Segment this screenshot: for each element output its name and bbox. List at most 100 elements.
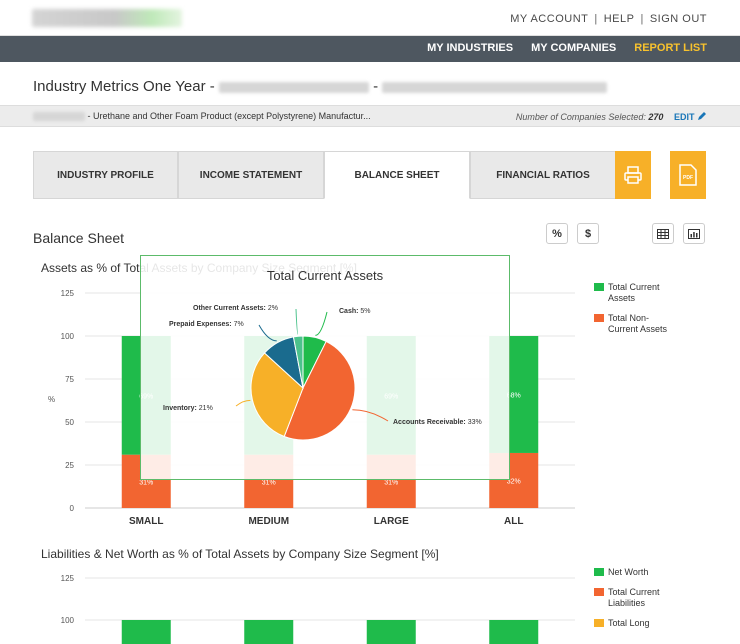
pie-slice-label: Other Current Assets: 2% — [193, 305, 278, 312]
tab-income-statement[interactable]: INCOME STATEMENT — [178, 151, 324, 199]
redacted-company-name — [218, 81, 369, 93]
legend-label: Total Long — [608, 618, 650, 628]
industry-description: - Urethane and Other Foam Product (excep… — [33, 111, 371, 122]
data-label: 32% — [507, 478, 521, 485]
pie-slice-label: Accounts Receivable: 33% — [393, 419, 482, 426]
page-title-prefix: Industry Metrics One Year - — [33, 78, 215, 95]
print-button[interactable] — [615, 151, 651, 199]
pie-slice-name: Accounts Receivable: — [393, 419, 466, 426]
legend-swatch — [594, 314, 604, 322]
industry-desc-text: - Urethane and Other Foam Product (excep… — [87, 111, 371, 121]
y-tick-label: 50 — [65, 418, 74, 427]
companies-count: 270 — [648, 112, 664, 122]
pie-connector — [352, 409, 389, 422]
nav-report-list[interactable]: REPORT LIST — [634, 42, 707, 54]
legend-item[interactable]: Total Current Assets — [594, 282, 674, 304]
pie-slice-name: Inventory: — [163, 405, 197, 412]
separator: | — [640, 13, 644, 25]
pie-slice-value: 21% — [197, 405, 213, 412]
x-tick-label: LARGE — [374, 516, 409, 527]
legend-label: Net Worth — [608, 567, 649, 577]
y-tick-label: 125 — [61, 289, 75, 298]
data-label: 31% — [262, 479, 276, 486]
data-label: 31% — [139, 479, 153, 486]
pie-slice-value: 5% — [358, 308, 370, 315]
liabilities-legend: Net Worth Total Current Liabilities Tota… — [594, 567, 674, 638]
page-title: Industry Metrics One Year - - — [33, 78, 608, 95]
pie-chart-title: Total Current Assets — [266, 268, 384, 283]
pie-slice — [292, 335, 304, 389]
nav-my-companies[interactable]: MY COMPANIES — [531, 42, 617, 54]
data-label: 31% — [384, 479, 398, 486]
percent-toggle-button[interactable]: % — [546, 223, 568, 244]
legend-swatch — [594, 568, 604, 576]
legend-swatch — [594, 283, 604, 291]
industry-bar: - Urethane and Other Foam Product (excep… — [0, 105, 740, 127]
bar-net-worth — [366, 620, 416, 644]
pie-slice-name: Prepaid Expenses: — [169, 321, 232, 328]
legend-label: Total Non-Current Assets — [608, 313, 668, 334]
nav-my-industries[interactable]: MY INDUSTRIES — [427, 42, 514, 54]
legend-swatch — [594, 588, 604, 596]
pdf-button[interactable]: PDF — [670, 151, 706, 199]
bar-chart-icon — [688, 228, 700, 239]
liabilities-chart-title: Liabilities & Net Worth as % of Total As… — [41, 547, 439, 561]
pie-connector — [235, 399, 251, 407]
companies-selected: Number of Companies Selected: 270 EDIT — [516, 111, 707, 122]
y-tick-label: 75 — [65, 375, 74, 384]
legend-label: Total Current Liabilities — [608, 587, 660, 608]
separator: | — [594, 13, 598, 25]
pie-slice-label: Inventory: 21% — [163, 405, 213, 412]
x-tick-label: ALL — [504, 516, 523, 527]
y-tick-label: 125 — [61, 574, 75, 583]
legend-item[interactable]: Total Non-Current Assets — [594, 313, 674, 335]
table-icon — [657, 228, 669, 239]
pdf-icon: PDF — [679, 164, 697, 186]
chart-view-button[interactable] — [683, 223, 705, 244]
legend-item[interactable]: Net Worth — [594, 567, 674, 578]
y-tick-label: 100 — [61, 332, 75, 341]
section-title: Balance Sheet — [33, 230, 125, 246]
data-label: 68% — [507, 392, 521, 399]
table-view-button[interactable] — [652, 223, 674, 244]
pie-slice — [283, 340, 356, 441]
pie-connector — [295, 308, 299, 335]
y-tick-label: 100 — [61, 616, 75, 625]
my-account-link[interactable]: MY ACCOUNT — [510, 13, 589, 25]
tab-financial-ratios[interactable]: FINANCIAL RATIOS — [470, 151, 616, 199]
tab-balance-sheet[interactable]: BALANCE SHEET — [324, 151, 470, 199]
bar-net-worth — [121, 620, 171, 644]
edit-label: EDIT — [673, 112, 695, 122]
edit-button[interactable]: EDIT — [674, 112, 707, 122]
dollar-toggle-button[interactable]: $ — [577, 223, 599, 244]
pie-slice-label: Cash: 5% — [339, 308, 371, 315]
companies-label: Number of Companies Selected: — [515, 112, 646, 122]
bar-net-worth — [489, 620, 539, 644]
y-tick-label: 25 — [65, 461, 74, 470]
tab-industry-profile[interactable]: INDUSTRY PROFILE — [33, 151, 178, 199]
help-link[interactable]: HELP — [603, 13, 635, 25]
pie-slice-value: 2% — [266, 305, 278, 312]
pie-slice-value: 33% — [466, 419, 482, 426]
title-separator: - — [373, 78, 379, 95]
legend-item[interactable]: Total Current Liabilities — [594, 587, 674, 609]
redacted-comparison-name — [382, 81, 608, 93]
x-tick-label: SMALL — [129, 516, 163, 527]
company-logo[interactable] — [32, 9, 182, 27]
pie-connector — [258, 324, 277, 342]
pdf-label: PDF — [683, 175, 693, 181]
legend-swatch — [594, 619, 604, 627]
bar-net-worth — [244, 620, 294, 644]
legend-item[interactable]: Total Long — [594, 618, 674, 629]
legend-label: Total Current Assets — [608, 282, 660, 303]
pie-slice-name: Other Current Assets: — [193, 305, 266, 312]
pie-slice — [250, 352, 304, 438]
redacted-industry-code — [33, 112, 85, 122]
printer-icon — [624, 166, 642, 184]
pie-connector — [315, 311, 328, 336]
y-tick-label: 0 — [70, 504, 75, 513]
nav-links: MY INDUSTRIES MY COMPANIES REPORT LIST — [409, 42, 707, 54]
top-bar: MY ACCOUNT | HELP | SIGN OUT — [0, 0, 740, 36]
sign-out-link[interactable]: SIGN OUT — [649, 13, 707, 25]
account-links: MY ACCOUNT | HELP | SIGN OUT — [510, 13, 707, 25]
